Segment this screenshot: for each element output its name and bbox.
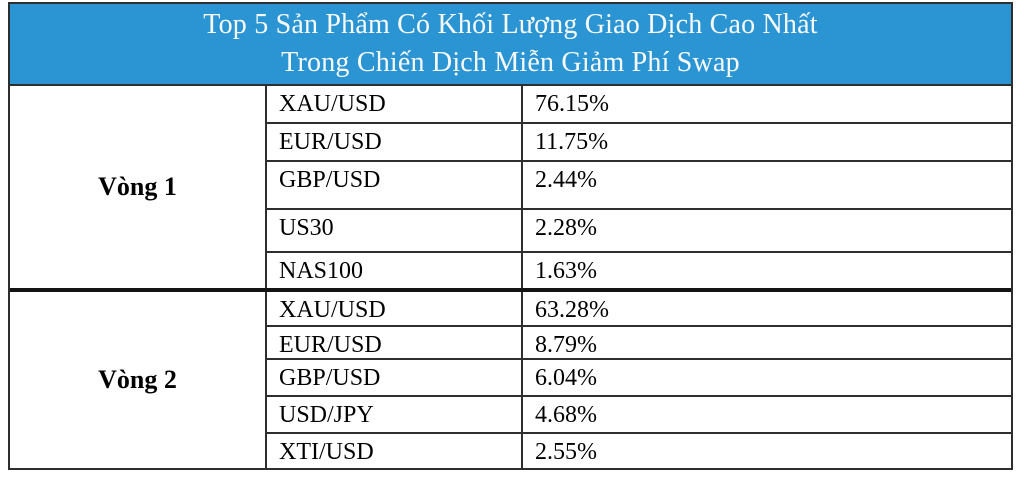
table-row: EUR/USD 11.75% [267, 124, 1011, 162]
share-cell: 4.68% [535, 402, 597, 428]
table-row: XTI/USD 2.55% [267, 434, 1011, 468]
table-row: GBP/USD 6.04% [267, 360, 1011, 397]
product-cell: EUR/USD [267, 124, 523, 160]
table-title-line1: Top 5 Sản Phẩm Có Khối Lượng Giao Dịch C… [203, 9, 818, 40]
section-vong-1: Vòng 1 XAU/USD 76.15% EUR/USD 11.75% GBP… [10, 86, 1011, 288]
top5-products-table: Top 5 Sản Phẩm Có Khối Lượng Giao Dịch C… [8, 2, 1013, 470]
product-cell: NAS100 [267, 253, 523, 288]
share-cell: 2.55% [535, 439, 597, 465]
table-row: XAU/USD 63.28% [267, 292, 1011, 327]
share-cell: 11.75% [535, 129, 609, 155]
round-label-vong-2: Vòng 2 [10, 292, 267, 468]
product-cell: GBP/USD [267, 162, 523, 208]
product-cell: US30 [267, 210, 523, 251]
share-cell: 1.63% [535, 258, 597, 284]
table-row: XAU/USD 76.15% [267, 86, 1011, 124]
table-row: GBP/USD 2.44% [267, 162, 1011, 210]
share-cell: 63.28% [535, 297, 609, 323]
table-row: EUR/USD 8.79% [267, 327, 1011, 360]
section-vong-2: Vòng 2 XAU/USD 63.28% EUR/USD 8.79% GBP/… [10, 292, 1011, 468]
share-cell: 6.04% [535, 365, 597, 391]
table-row: US30 2.28% [267, 210, 1011, 253]
product-cell: XAU/USD [267, 86, 523, 122]
share-cell: 76.15% [535, 91, 609, 117]
section-divider [10, 288, 1011, 292]
product-cell: USD/JPY [267, 397, 523, 432]
section-vong-2-rows: XAU/USD 63.28% EUR/USD 8.79% GBP/USD 6.0… [267, 292, 1011, 468]
round-label-vong-1: Vòng 1 [10, 86, 267, 288]
table-title-band: Top 5 Sản Phẩm Có Khối Lượng Giao Dịch C… [10, 4, 1011, 86]
share-cell: 2.44% [535, 167, 597, 193]
table-title-line2: Trong Chiến Dịch Miễn Giảm Phí Swap [281, 47, 740, 78]
product-cell: GBP/USD [267, 360, 523, 395]
share-cell: 8.79% [535, 332, 597, 358]
product-cell: XAU/USD [267, 292, 523, 325]
table-row: USD/JPY 4.68% [267, 397, 1011, 434]
section-vong-1-rows: XAU/USD 76.15% EUR/USD 11.75% GBP/USD 2.… [267, 86, 1011, 288]
product-cell: XTI/USD [267, 434, 523, 468]
table-row: NAS100 1.63% [267, 253, 1011, 288]
share-cell: 2.28% [535, 215, 597, 241]
product-cell: EUR/USD [267, 327, 523, 358]
